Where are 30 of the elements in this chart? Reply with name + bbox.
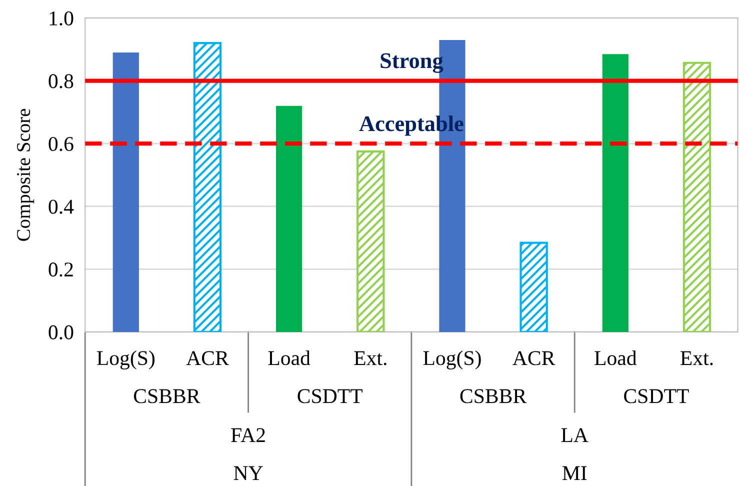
x-tick-label: Load xyxy=(268,350,310,366)
bar xyxy=(356,150,385,332)
bar xyxy=(602,54,628,332)
text: MI xyxy=(562,466,587,480)
y-tick-label: 0.8 xyxy=(48,74,74,88)
y-tick-label: 0.4 xyxy=(48,200,74,214)
x-tick-label: Load xyxy=(594,350,637,366)
x-tick-label: Ext. xyxy=(354,351,386,366)
bar xyxy=(276,106,302,332)
y-tick-label: 0.0 xyxy=(48,325,74,340)
y-tick-label: 0.2 xyxy=(48,262,73,277)
y-tick-label: 0.6 xyxy=(48,136,74,152)
text: FA2 xyxy=(231,428,265,442)
text: CSBBR xyxy=(134,389,200,404)
x-tick-label: Log(S) xyxy=(96,350,154,370)
bar xyxy=(193,42,222,332)
text: CSBBR xyxy=(460,389,527,404)
x-tick-label: ACR xyxy=(186,351,229,366)
x-tick-label: ACR xyxy=(512,351,556,366)
bar xyxy=(112,52,139,332)
text: NY xyxy=(234,466,263,480)
y-tick-label: 1.0 xyxy=(50,11,74,26)
x-tick-label: Ext. xyxy=(680,351,713,366)
text: CSDTT xyxy=(298,389,362,404)
x-tick-label: Log(S) xyxy=(423,350,481,370)
bar xyxy=(682,62,712,332)
text: LA xyxy=(561,428,588,442)
bar xyxy=(520,242,548,332)
text: CSDTT xyxy=(624,389,689,404)
y-axis-title: Composite Score xyxy=(17,108,34,241)
